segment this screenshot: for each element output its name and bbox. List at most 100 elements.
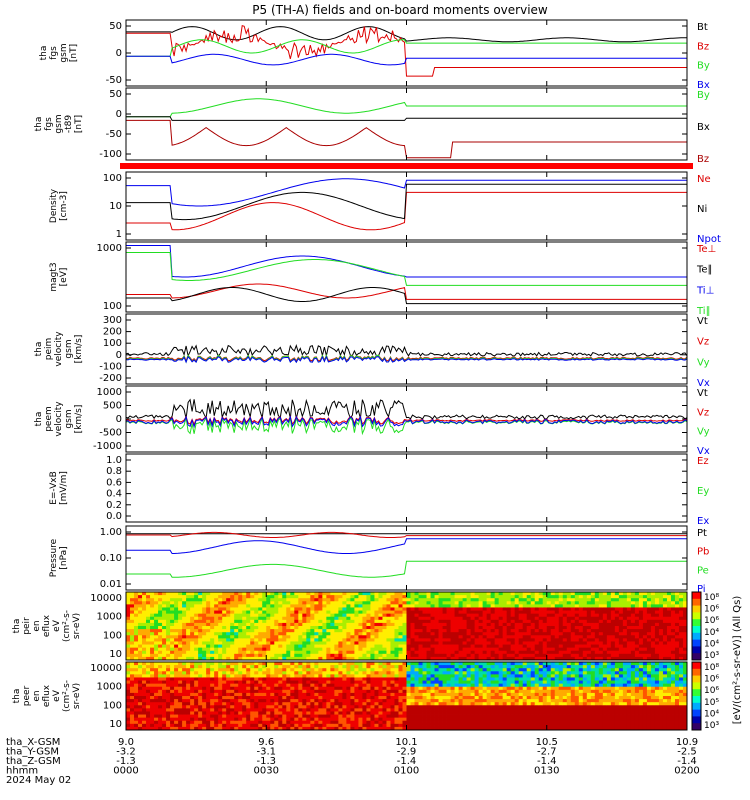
spectrogram-cell bbox=[366, 665, 371, 669]
spectrogram-cell bbox=[622, 607, 628, 611]
spectrogram-cell bbox=[218, 683, 223, 688]
spectrogram-cell bbox=[234, 650, 239, 655]
spectrogram-cell bbox=[678, 653, 684, 658]
spectrogram-cell bbox=[406, 626, 411, 630]
spectrogram-cell bbox=[190, 641, 195, 645]
spectrogram-cell bbox=[278, 613, 283, 618]
spectrogram-cell bbox=[314, 699, 319, 703]
spectrogram-cell bbox=[206, 699, 211, 703]
spectrogram-cell bbox=[370, 674, 375, 678]
spectrogram-cell bbox=[242, 717, 247, 722]
spectrogram-cell bbox=[274, 607, 279, 611]
spectrogram-cell bbox=[150, 708, 155, 712]
spectrogram-cell bbox=[338, 656, 343, 661]
spectrogram-cell bbox=[170, 726, 175, 731]
spectrogram-cell bbox=[666, 644, 672, 649]
spectrogram-cell bbox=[350, 607, 355, 611]
spectrogram-cell bbox=[666, 610, 672, 615]
spectrogram-cell bbox=[446, 653, 451, 658]
spectrogram-cell bbox=[382, 616, 387, 621]
legend-Bz: Bz bbox=[697, 154, 709, 165]
spectrogram-cell bbox=[354, 696, 359, 700]
spectrogram-cell bbox=[286, 622, 291, 627]
spectrogram-cell bbox=[286, 671, 291, 675]
spectrogram-cell bbox=[302, 714, 307, 719]
spectrogram-cell bbox=[634, 644, 640, 649]
spectrogram-cell bbox=[586, 644, 592, 649]
spectrogram-cell bbox=[334, 656, 339, 661]
spectrogram-cell bbox=[154, 647, 159, 652]
spectrogram-cell bbox=[334, 665, 339, 669]
spectrogram-cell bbox=[326, 610, 331, 615]
spectrogram-cell bbox=[634, 638, 640, 642]
spectrogram-cell bbox=[130, 674, 135, 678]
spectrogram-cell bbox=[566, 595, 572, 599]
spectrogram-cell bbox=[654, 650, 660, 655]
spectrogram-cell bbox=[306, 668, 311, 672]
spectrogram-cell bbox=[462, 601, 468, 605]
spectrogram-cell bbox=[142, 714, 147, 719]
spectrogram-cell bbox=[286, 674, 291, 678]
spectrogram-cell bbox=[278, 717, 283, 722]
spectrogram-cell bbox=[554, 622, 560, 627]
spectrogram-cell bbox=[394, 622, 399, 627]
spectrogram-cell bbox=[198, 598, 203, 602]
spectrogram-cell bbox=[190, 720, 195, 725]
spectrogram-cell bbox=[310, 711, 315, 715]
spectrogram-cell bbox=[562, 613, 568, 618]
spectrogram-cell bbox=[414, 638, 419, 642]
spectrogram-cell bbox=[374, 650, 379, 655]
spectrogram-cell bbox=[178, 708, 183, 712]
spectrogram-cell bbox=[374, 601, 379, 605]
spectrogram-cell bbox=[374, 699, 379, 703]
spectrogram-cell bbox=[202, 662, 207, 666]
panel-ylabel: tha peim velocity gsm [km/s] bbox=[34, 331, 84, 367]
spectrogram-cell bbox=[222, 616, 227, 621]
spectrogram-cell bbox=[294, 683, 299, 688]
spectrogram-cell bbox=[478, 629, 484, 633]
spectrogram-cell bbox=[178, 711, 183, 715]
spectrogram-cell bbox=[570, 632, 576, 636]
spectrogram-cell bbox=[178, 680, 183, 685]
spectrogram-cell bbox=[402, 650, 407, 655]
spectrogram-cell bbox=[426, 607, 431, 611]
spectrogram-cell bbox=[282, 613, 287, 618]
spectrogram-cell bbox=[354, 607, 359, 611]
spectrogram-cell bbox=[402, 638, 407, 642]
spectrogram-cell bbox=[182, 638, 187, 642]
spectrogram-cell bbox=[146, 613, 151, 618]
spectrogram-cell bbox=[194, 616, 199, 621]
spectrogram-cell bbox=[214, 686, 219, 691]
spectrogram-cell bbox=[362, 671, 367, 675]
spectrogram-cell bbox=[218, 641, 223, 645]
ylabel-line: sr-eV) bbox=[72, 613, 82, 639]
spectrogram-cell bbox=[586, 635, 592, 639]
legend-Te∥: Te∥ bbox=[696, 265, 713, 276]
spectrogram-cell bbox=[562, 644, 568, 649]
spectrogram-cell bbox=[506, 619, 512, 624]
spectrogram-cell bbox=[602, 613, 608, 618]
spectrogram-cell bbox=[162, 714, 167, 719]
spectrogram-cell bbox=[566, 653, 572, 658]
spectrogram-cell bbox=[330, 638, 335, 642]
spectrogram-cell bbox=[222, 677, 227, 681]
spectrogram-cell bbox=[414, 632, 419, 636]
spectrogram-cell bbox=[278, 714, 283, 719]
spectrogram-cell bbox=[674, 650, 680, 655]
spectrogram-cell bbox=[602, 635, 608, 639]
spectrogram-cell bbox=[226, 598, 231, 602]
spectrogram-cell bbox=[474, 613, 480, 618]
spectrogram-cell bbox=[462, 613, 468, 618]
spectrogram-cell bbox=[146, 674, 151, 678]
spectrogram-cell bbox=[130, 616, 135, 621]
series-Pe bbox=[126, 560, 687, 578]
spectrogram-cell bbox=[302, 696, 307, 700]
spectrogram-cell bbox=[566, 629, 572, 633]
spectrogram-cell bbox=[486, 635, 492, 639]
spectrogram-cell bbox=[634, 647, 640, 652]
spectrogram-cell bbox=[222, 653, 227, 658]
spectrogram-cell bbox=[470, 656, 476, 661]
spectrogram-cell bbox=[210, 705, 215, 709]
spectrogram-cell bbox=[406, 668, 411, 672]
spectrogram-cell bbox=[254, 668, 259, 672]
